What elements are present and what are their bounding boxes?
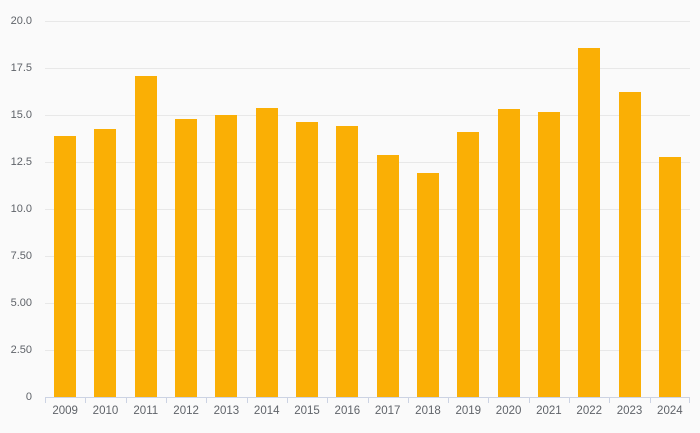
x-tick-mark — [367, 398, 369, 403]
bar[interactable] — [376, 155, 399, 397]
bar[interactable] — [54, 135, 77, 397]
gridline — [45, 115, 690, 116]
y-tick-label: 15.0 — [10, 109, 32, 121]
x-tick-label: 2015 — [294, 405, 320, 417]
bar[interactable] — [416, 173, 439, 397]
bar[interactable] — [94, 129, 117, 397]
x-tick-label: 2024 — [657, 405, 683, 417]
x-tick-mark — [407, 398, 409, 403]
bar[interactable] — [537, 112, 560, 397]
bar[interactable] — [255, 108, 278, 397]
x-tick-label: 2012 — [173, 405, 199, 417]
x-tick-label: 2009 — [52, 405, 78, 417]
x-tick-label: 2018 — [415, 405, 441, 417]
y-tick-label: 2.50 — [10, 344, 32, 356]
gridline — [45, 162, 690, 163]
x-tick-label: 2014 — [253, 405, 280, 417]
bar[interactable] — [578, 48, 601, 397]
bar[interactable] — [175, 118, 198, 397]
y-tick-label: 20.0 — [10, 15, 32, 27]
x-tick-mark — [125, 398, 127, 403]
y-tick-label: 7.50 — [10, 250, 32, 262]
y-tick-label: 5.00 — [10, 297, 32, 309]
gridline — [45, 303, 690, 304]
gridline — [45, 209, 690, 210]
bar[interactable] — [134, 75, 157, 397]
bar[interactable] — [215, 115, 238, 397]
x-tick-mark — [448, 398, 450, 403]
gridline — [45, 256, 690, 257]
y-tick-label: 0 — [25, 391, 32, 403]
x-tick-mark — [689, 398, 690, 403]
x-tick-mark — [165, 398, 167, 403]
bar[interactable] — [497, 109, 520, 397]
bar[interactable] — [457, 131, 480, 397]
x-tick-label: 2022 — [576, 405, 603, 417]
x-tick-label: 2010 — [92, 405, 119, 417]
x-tick-mark — [609, 398, 611, 403]
plot-area — [45, 21, 690, 397]
gridline — [45, 68, 690, 69]
x-tick-mark — [206, 398, 208, 403]
x-tick-mark — [327, 398, 329, 403]
x-tick-mark — [488, 398, 490, 403]
y-tick-label: 17.5 — [10, 62, 32, 74]
x-tick-label: 2016 — [334, 405, 361, 417]
x-tick-label: 2023 — [616, 405, 643, 417]
gridline — [45, 21, 690, 22]
x-tick-mark — [45, 398, 46, 403]
x-tick-label: 2021 — [536, 405, 562, 417]
x-tick-mark — [85, 398, 87, 403]
bar[interactable] — [296, 121, 319, 397]
x-tick-mark — [569, 398, 571, 403]
y-tick-label: 10.0 — [10, 203, 32, 215]
x-tick-mark — [246, 398, 248, 403]
x-tick-label: 2019 — [455, 405, 482, 417]
x-tick-mark — [649, 398, 651, 403]
gridline — [45, 350, 690, 351]
x-tick-mark — [528, 398, 530, 403]
x-tick-label: 2011 — [133, 405, 159, 417]
x-tick-label: 2020 — [495, 405, 522, 417]
x-tick-mark — [286, 398, 288, 403]
x-tick-label: 2013 — [213, 405, 240, 417]
bar[interactable] — [658, 157, 681, 397]
x-tick-label: 2017 — [374, 405, 401, 417]
x-axis: 2009 2010 2011 2012 2013 2014 2015 2016 2017 2018… — [45, 397, 690, 433]
bar[interactable] — [336, 126, 359, 397]
bar[interactable] — [618, 92, 641, 397]
y-axis: 0 2.50 5.00 7.50 10.0 12.5 15.0 17.5 20.0 — [0, 15, 32, 403]
y-tick-label: 12.5 — [10, 156, 32, 168]
